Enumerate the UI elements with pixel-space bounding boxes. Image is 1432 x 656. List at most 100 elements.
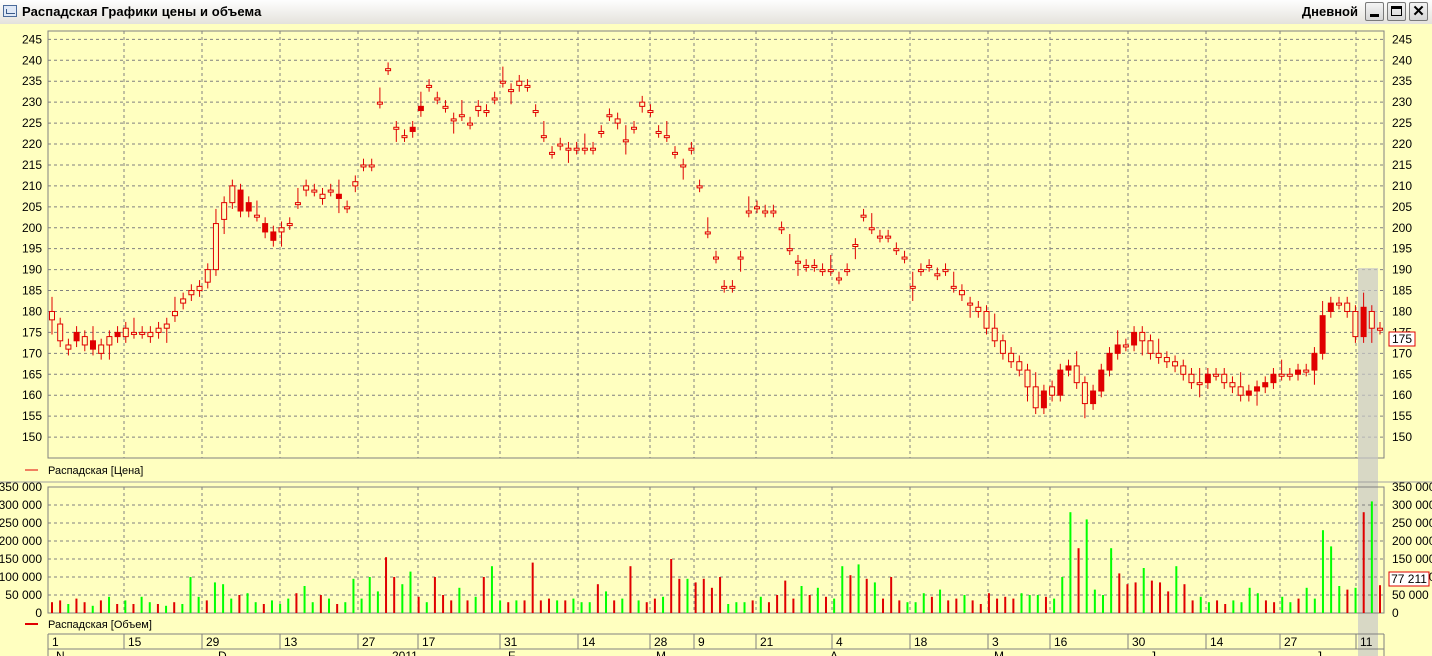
candle-body (204, 269, 211, 283)
price-tick-label-left: 215 (22, 158, 42, 172)
price-tick-label-left: 220 (22, 137, 42, 151)
volume-bar (319, 595, 322, 613)
volume-bar (751, 600, 754, 613)
close-button[interactable]: ✕ (1409, 2, 1428, 21)
candle (1237, 372, 1244, 402)
volume-bar (613, 600, 616, 613)
candle-body (483, 110, 490, 114)
candle-body (647, 110, 654, 114)
volume-tick-label-left: 350 000 (0, 480, 42, 494)
volume-bar (474, 596, 477, 613)
candle (803, 259, 810, 272)
candle (1163, 351, 1170, 368)
candle-body (1122, 344, 1129, 348)
candle (508, 83, 515, 105)
volume-bar (1093, 589, 1096, 613)
volume-bar (1379, 585, 1381, 613)
volume-bar (930, 596, 933, 613)
volume-bar (124, 600, 127, 613)
volume-bar (91, 605, 94, 613)
candle-body (253, 214, 260, 218)
volume-bar (507, 602, 510, 613)
candle-body (1163, 357, 1170, 363)
volume-bar (336, 604, 339, 613)
x-day-label: 31 (504, 635, 518, 649)
candle-body (590, 147, 597, 151)
candle-body (147, 331, 154, 338)
candle (1155, 338, 1162, 364)
volume-bar (466, 600, 469, 613)
volume-tick-label-left: 150 000 (0, 552, 42, 566)
volume-bar (808, 595, 811, 613)
candle (696, 179, 703, 193)
candle-body (737, 256, 744, 260)
candle-body (573, 147, 580, 151)
candle-body (1303, 369, 1310, 373)
candle-body (1336, 302, 1343, 306)
minimize-button[interactable] (1365, 2, 1384, 21)
candle (762, 204, 769, 218)
candle (1180, 359, 1187, 381)
candle (475, 100, 482, 117)
maximize-button[interactable] (1387, 2, 1406, 21)
candle (581, 133, 588, 155)
interval-label[interactable]: Дневной (1301, 4, 1358, 19)
candle-body (171, 310, 178, 317)
volume-bar (262, 604, 265, 613)
candle (1319, 301, 1326, 360)
candle (1336, 296, 1343, 310)
candle (1221, 367, 1228, 389)
candle-body (1032, 386, 1039, 409)
volume-bar (1289, 602, 1292, 613)
candle (1377, 321, 1383, 335)
candle (1245, 384, 1252, 402)
volume-bar (482, 577, 485, 613)
candle-body (1295, 369, 1302, 375)
candle-body (319, 193, 326, 199)
candle (934, 267, 941, 281)
volume-bar (1232, 600, 1235, 613)
candles (49, 62, 1383, 419)
candle-body (803, 264, 810, 268)
volume-bar (767, 602, 770, 613)
candle (565, 141, 572, 163)
candle-body (696, 185, 703, 189)
candle-body (1057, 369, 1064, 396)
candle-body (1311, 352, 1318, 371)
candle-body (1147, 340, 1154, 354)
price-tick-label-left: 185 (22, 284, 42, 298)
close-icon: ✕ (1412, 3, 1425, 20)
candle (745, 196, 752, 218)
candle-body (122, 327, 129, 338)
candle (1040, 384, 1047, 415)
x-month-label: D (218, 649, 227, 656)
candle (1049, 380, 1056, 402)
candle (204, 263, 211, 289)
volume-bar (189, 577, 192, 613)
candle-body (1344, 302, 1351, 312)
candle-body (975, 306, 982, 312)
volume-bar (963, 595, 966, 613)
x-month-label: F (508, 649, 515, 656)
chart-area[interactable]: 1501501551551601601651651701701751751801… (0, 24, 1432, 656)
price-tick-label-right: 245 (1392, 32, 1412, 46)
candle-body (237, 189, 244, 212)
volume-bar (230, 598, 233, 613)
candle-body (1016, 361, 1023, 371)
candle (573, 141, 580, 155)
candle (450, 112, 457, 134)
price-tick-label-right: 210 (1392, 179, 1412, 193)
candle (180, 292, 187, 310)
candle-body (1098, 369, 1105, 392)
volume-bar (922, 593, 925, 613)
price-panel[interactable]: 1501501551551601601651651701701751751801… (22, 30, 1416, 656)
candle (409, 121, 416, 138)
volume-bar (678, 578, 681, 613)
volume-bar (1126, 584, 1129, 613)
candle (1147, 334, 1154, 360)
candle-body (508, 89, 515, 93)
volume-bar (1142, 568, 1145, 613)
candle (819, 263, 826, 276)
volume-bar (205, 600, 208, 613)
